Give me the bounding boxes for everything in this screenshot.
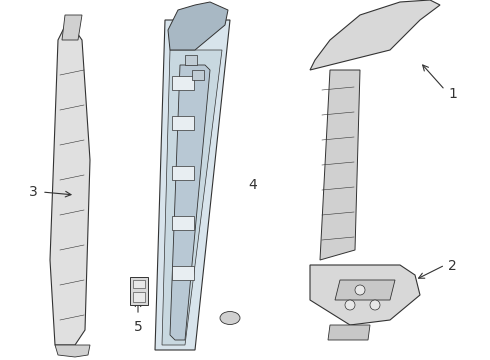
Polygon shape bbox=[335, 280, 395, 300]
Polygon shape bbox=[50, 20, 90, 345]
Bar bbox=[133, 292, 145, 302]
Bar bbox=[172, 116, 194, 130]
Ellipse shape bbox=[220, 311, 240, 324]
Text: 1: 1 bbox=[448, 87, 457, 101]
Polygon shape bbox=[320, 70, 360, 260]
Circle shape bbox=[345, 300, 355, 310]
Bar bbox=[172, 76, 194, 90]
Circle shape bbox=[355, 285, 365, 295]
Polygon shape bbox=[170, 65, 210, 340]
Polygon shape bbox=[155, 20, 230, 350]
Polygon shape bbox=[328, 325, 370, 340]
Polygon shape bbox=[162, 50, 222, 345]
Polygon shape bbox=[310, 265, 420, 325]
Text: 2: 2 bbox=[448, 259, 457, 273]
Bar bbox=[192, 70, 204, 80]
Bar bbox=[130, 277, 148, 305]
Polygon shape bbox=[168, 2, 228, 50]
Circle shape bbox=[370, 300, 380, 310]
Polygon shape bbox=[310, 0, 440, 70]
Text: 3: 3 bbox=[29, 185, 38, 199]
Text: 5: 5 bbox=[134, 320, 143, 334]
Bar bbox=[172, 166, 194, 180]
Bar bbox=[185, 55, 197, 65]
Polygon shape bbox=[62, 15, 82, 40]
Polygon shape bbox=[55, 345, 90, 357]
Bar bbox=[172, 266, 194, 280]
Bar bbox=[133, 280, 145, 288]
Text: 4: 4 bbox=[248, 178, 257, 192]
Bar bbox=[172, 216, 194, 230]
